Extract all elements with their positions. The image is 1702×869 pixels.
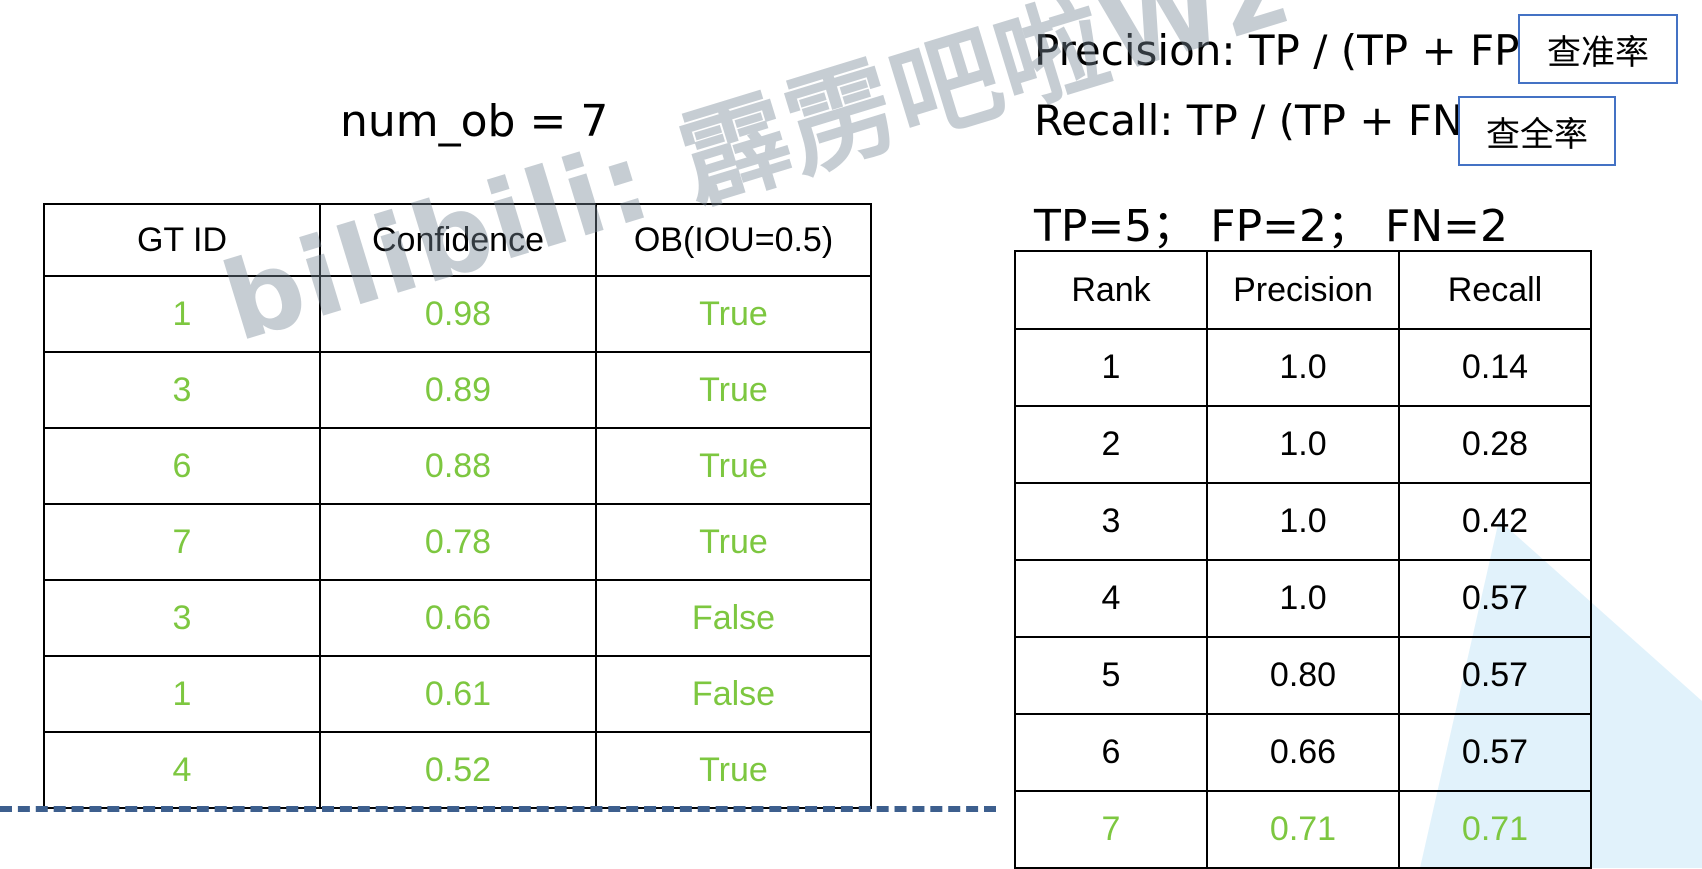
table-row: 5 0.80 0.57 [1014,636,1592,715]
ob-cell: True [595,275,872,353]
ob-cell: False [595,579,872,657]
precision-cn-label: 查准率 [1518,14,1678,84]
ob-cell: True [595,351,872,429]
ob-cell: False [595,655,872,733]
table-row: 3 1.0 0.42 [1014,482,1592,561]
header-precision: Precision [1206,250,1400,330]
tp-fp-fn-counts: TP=5； FP=2； FN=2 [1034,201,1509,252]
header-rank: Rank [1014,250,1208,330]
recall-formula: Recall: TP / (TP + FN) [1034,96,1480,145]
precision-cell: 0.66 [1206,713,1400,792]
precision-recall-table: Rank Precision Recall 1 1.0 0.14 2 1.0 0… [1014,250,1592,869]
header-recall: Recall [1398,250,1592,330]
recall-cell: 0.14 [1398,328,1592,407]
precision-cell: 0.71 [1206,790,1400,869]
recall-cell: 0.57 [1398,559,1592,638]
rank-cell: 2 [1014,405,1208,484]
gt-id-cell: 3 [43,351,321,429]
header-ob-iou: OB(IOU=0.5) [595,203,872,277]
confidence-cell: 0.98 [319,275,597,353]
table-row: 7 0.78 True [43,503,872,581]
recall-cell: 0.42 [1398,482,1592,561]
recall-cell: 0.28 [1398,405,1592,484]
table-row: 1 1.0 0.14 [1014,328,1592,407]
table-row: 1 0.61 False [43,655,872,733]
recall-cn-label: 查全率 [1458,96,1616,166]
table-row: 1 0.98 True [43,275,872,353]
gt-id-cell: 7 [43,503,321,581]
rank-cell: 7 [1014,790,1208,869]
table-row: 3 0.89 True [43,351,872,429]
precision-formula: Precision: TP / (TP + FP) [1034,26,1536,75]
gt-id-cell: 1 [43,275,321,353]
confidence-cell: 0.61 [319,655,597,733]
recall-cell: 0.57 [1398,636,1592,715]
confidence-cell: 0.52 [319,731,597,809]
gt-id-cell: 4 [43,731,321,809]
rank-cell: 4 [1014,559,1208,638]
table-row-highlighted: 7 0.71 0.71 [1014,790,1592,869]
rank-cell: 5 [1014,636,1208,715]
confidence-cell: 0.89 [319,351,597,429]
precision-cell: 0.80 [1206,636,1400,715]
dashed-divider-line [0,806,996,812]
gt-id-cell: 3 [43,579,321,657]
recall-cell: 0.57 [1398,713,1592,792]
rank-cell: 6 [1014,713,1208,792]
confidence-cell: 0.78 [319,503,597,581]
rank-cell: 3 [1014,482,1208,561]
ob-cell: True [595,427,872,505]
gt-id-cell: 1 [43,655,321,733]
table-header-row: Rank Precision Recall [1014,250,1592,330]
recall-cell: 0.71 [1398,790,1592,869]
precision-cell: 1.0 [1206,328,1400,407]
gt-id-cell: 6 [43,427,321,505]
table-row: 4 1.0 0.57 [1014,559,1592,638]
rank-cell: 1 [1014,328,1208,407]
table-header-row: GT ID Confidence OB(IOU=0.5) [43,203,872,277]
header-confidence: Confidence [319,203,597,277]
table-row: 6 0.66 0.57 [1014,713,1592,792]
header-gt-id: GT ID [43,203,321,277]
confidence-cell: 0.88 [319,427,597,505]
table-row: 3 0.66 False [43,579,872,657]
confidence-cell: 0.66 [319,579,597,657]
precision-cell: 1.0 [1206,559,1400,638]
ob-cell: True [595,731,872,809]
table-row: 6 0.88 True [43,427,872,505]
ob-cell: True [595,503,872,581]
table-row: 4 0.52 True [43,731,872,809]
table-row: 2 1.0 0.28 [1014,405,1592,484]
detection-results-table: GT ID Confidence OB(IOU=0.5) 1 0.98 True… [43,203,872,809]
num-ob-heading: num_ob = 7 [340,96,609,147]
precision-cell: 1.0 [1206,482,1400,561]
precision-cell: 1.0 [1206,405,1400,484]
